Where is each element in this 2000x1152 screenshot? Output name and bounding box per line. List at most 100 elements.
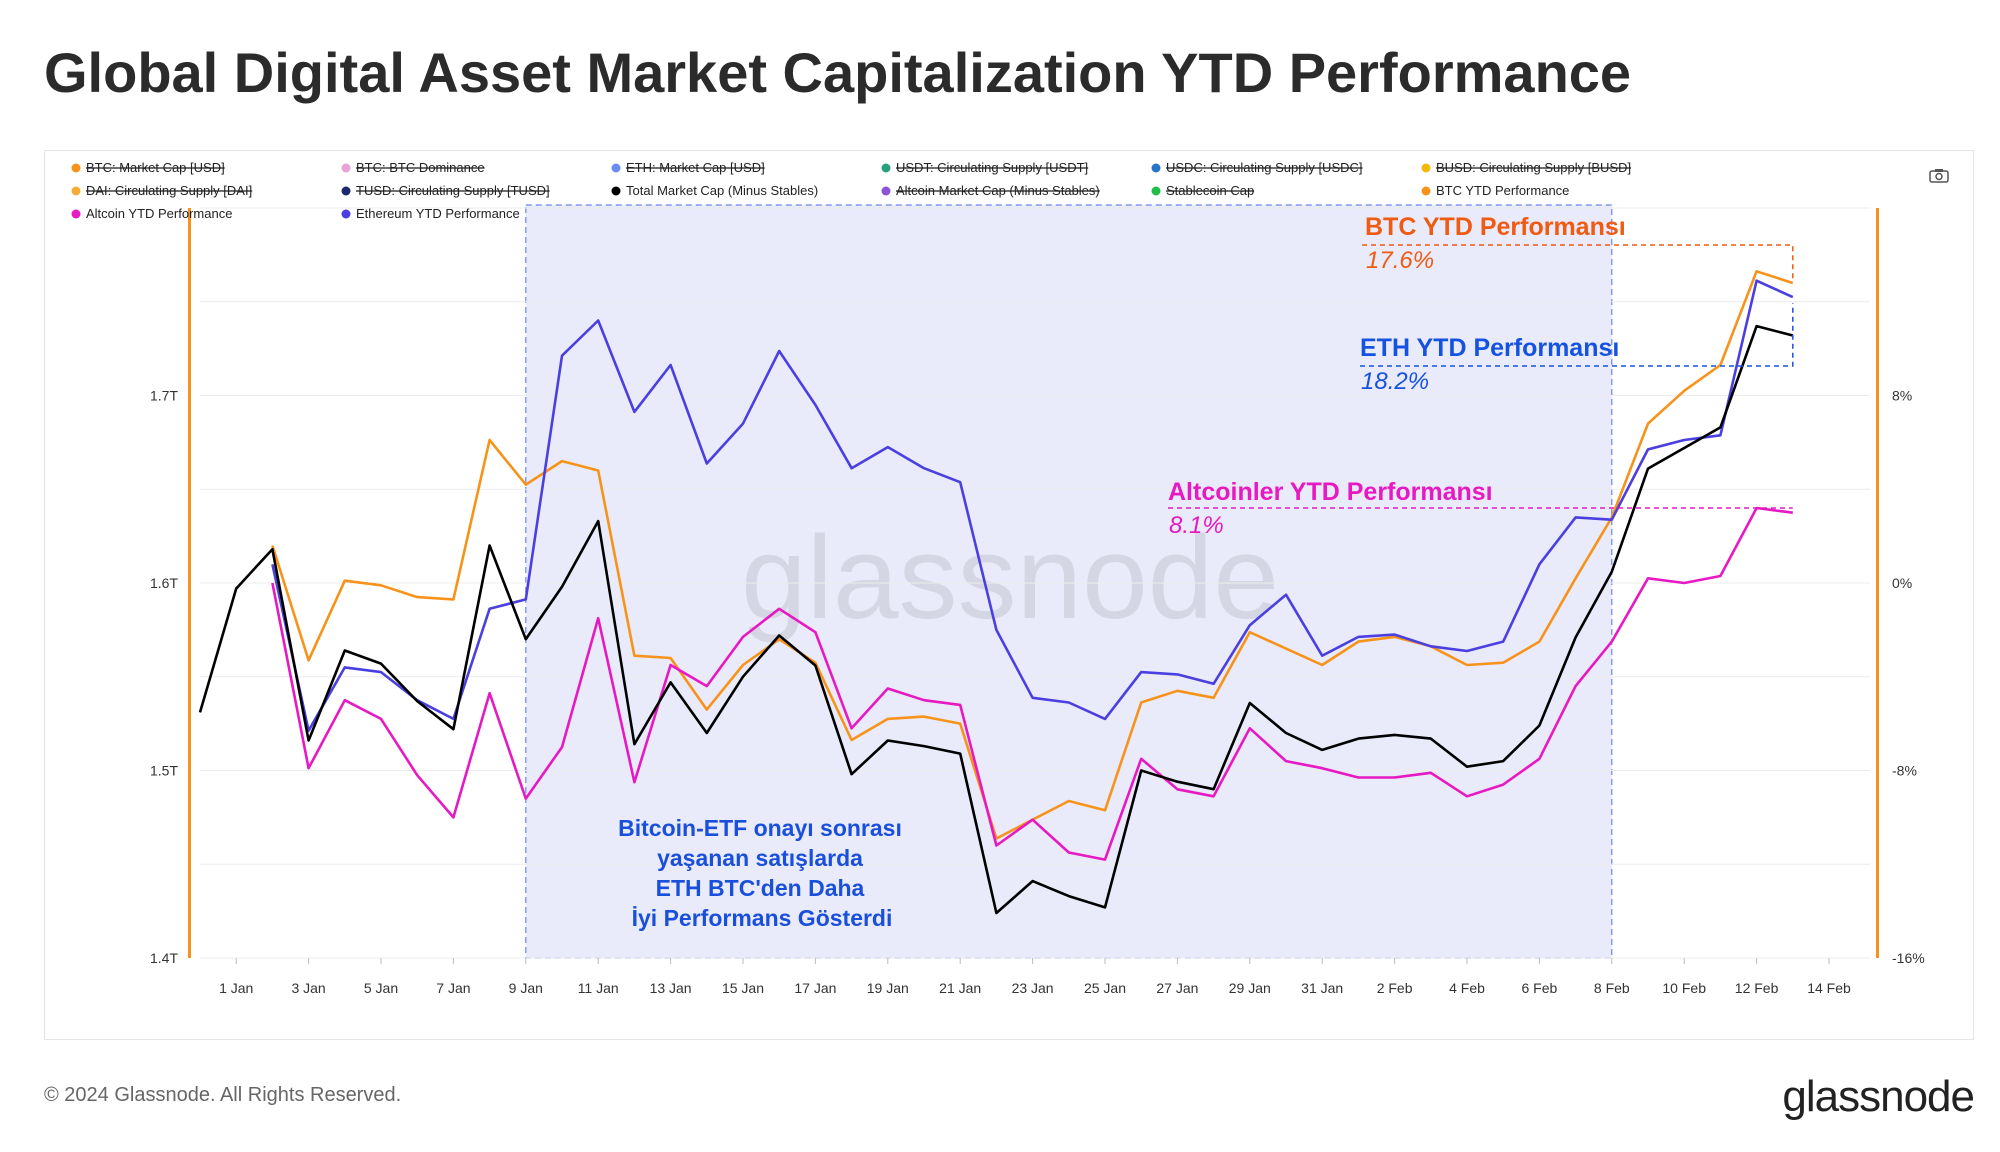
legend-label: ETH: Market Cap [USD] [626, 160, 765, 175]
legend-label: USDC: Circulating Supply [USDC] [1166, 160, 1363, 175]
legend-item[interactable]: Altcoin YTD Performance [71, 206, 233, 221]
x-tick-label: 25 Jan [1084, 980, 1126, 996]
legend-swatch [1421, 163, 1431, 173]
alt-annotation: Altcoinler YTD Performansı 8.1% [1168, 478, 1793, 539]
series-ethereum-ytd-performance [271, 279, 1794, 732]
x-tick-label: 9 Jan [509, 980, 543, 996]
series-lines [198, 270, 1794, 915]
x-tick-label: 1 Jan [219, 980, 253, 996]
btc-annotation-title: BTC YTD Performansı [1365, 213, 1626, 241]
series-altcoin-ytd-performance [271, 506, 1793, 861]
legend-label: Total Market Cap (Minus Stables) [626, 183, 818, 198]
btc-annotation: BTC YTD Performansı 17.6% [1362, 213, 1794, 279]
etf-note-line-1: Bitcoin-ETF onayı sonrası [618, 815, 902, 841]
legend-swatch [1151, 163, 1161, 173]
legend-swatch [881, 163, 891, 173]
legend-swatch [611, 163, 621, 173]
left-tick-label: 1.6T [150, 575, 178, 591]
copyright-footer: © 2024 Glassnode. All Rights Reserved. [44, 1084, 402, 1106]
alt-annotation-title: Altcoinler YTD Performansı [1168, 478, 1493, 506]
legend-swatch [341, 186, 351, 196]
x-tick-label: 8 Feb [1594, 980, 1630, 996]
legend-swatch [71, 186, 81, 196]
btc-annotation-value: 17.6% [1366, 247, 1434, 274]
right-tick-label: -16% [1892, 950, 1925, 966]
x-tick-label: 3 Jan [291, 980, 325, 996]
legend-label: Altcoin YTD Performance [86, 206, 232, 221]
x-tick-label: 2 Feb [1377, 980, 1413, 996]
legend-swatch [1151, 186, 1161, 196]
x-tick-label: 13 Jan [650, 980, 692, 996]
legend-swatch [1421, 186, 1431, 196]
page-title: Global Digital Asset Market Capitalizati… [44, 41, 1632, 104]
legend-label: USDT: Circulating Supply [USDT] [896, 160, 1088, 175]
x-tick-label: 15 Jan [722, 980, 764, 996]
alt-annotation-value: 8.1% [1169, 512, 1224, 539]
legend-item[interactable]: Altcoin Market Cap (Minus Stables) [881, 183, 1100, 198]
left-axis-bar [188, 208, 191, 958]
grid [200, 207, 1870, 959]
legend-item[interactable]: BTC: BTC Dominance [341, 160, 485, 175]
x-tick-label: 27 Jan [1156, 980, 1198, 996]
x-tick-label: 23 Jan [1012, 980, 1054, 996]
legend-item[interactable]: BUSD: Circulating Supply [BUSD] [1421, 160, 1632, 175]
legend-swatch [881, 186, 891, 196]
left-tick-label: 1.4T [150, 950, 178, 966]
legend[interactable]: BTC: Market Cap [USD] BTC: BTC Dominance E… [71, 160, 1632, 221]
legend-swatch [71, 163, 81, 173]
legend-swatch [611, 186, 621, 196]
x-axis: 1 Jan 3 Jan 5 Jan 7 Jan 9 Jan 11 Jan 13 Jan 15 … [219, 958, 1851, 996]
legend-item[interactable]: DAI: Circulating Supply [DAI] [71, 183, 253, 198]
legend-label: DAI: Circulating Supply [DAI] [86, 183, 252, 198]
x-tick-label: 19 Jan [867, 980, 909, 996]
right-tick-label: 0% [1892, 575, 1912, 591]
eth-annotation-value: 18.2% [1361, 368, 1429, 395]
legend-label: BTC YTD Performance [1436, 183, 1569, 198]
x-tick-label: 5 Jan [364, 980, 398, 996]
legend-swatch [341, 209, 351, 219]
watermark: glassnode [741, 512, 1279, 644]
legend-label: BTC: BTC Dominance [356, 160, 485, 175]
x-tick-label: 7 Jan [436, 980, 470, 996]
legend-label: Stablecoin Cap [1166, 183, 1254, 198]
legend-item[interactable]: Total Market Cap (Minus Stables) [611, 183, 819, 198]
legend-label: Altcoin Market Cap (Minus Stables) [896, 183, 1100, 198]
legend-label: TUSD: Circulating Supply [TUSD] [356, 183, 550, 198]
x-tick-label: 14 Feb [1807, 980, 1851, 996]
legend-item[interactable]: BTC YTD Performance [1421, 183, 1570, 198]
camera-icon[interactable] [1929, 168, 1949, 183]
legend-item[interactable]: BTC: Market Cap [USD] [71, 160, 225, 175]
legend-item[interactable]: ETH: Market Cap [USD] [611, 160, 765, 175]
x-tick-label: 12 Feb [1735, 980, 1779, 996]
brand-logo: glassnode [1782, 1072, 1975, 1121]
x-tick-label: 31 Jan [1301, 980, 1343, 996]
left-tick-label: 1.7T [150, 388, 178, 404]
etf-note-line-3: ETH BTC'den Daha [656, 875, 865, 901]
legend-item[interactable]: TUSD: Circulating Supply [TUSD] [341, 183, 550, 198]
right-axis: -16% -8% 0% 8% [1892, 388, 1925, 967]
x-tick-label: 21 Jan [939, 980, 981, 996]
series-total-market-cap-minus-stables [198, 324, 1794, 915]
etf-note-line-4: İyi Performans Gösterdi [632, 905, 893, 931]
right-tick-label: 8% [1892, 388, 1912, 404]
x-tick-label: 6 Feb [1521, 980, 1557, 996]
etf-note-line-2: yaşanan satışlarda [657, 845, 863, 871]
legend-swatch [341, 163, 351, 173]
legend-label: Ethereum YTD Performance [356, 206, 520, 221]
legend-label: BUSD: Circulating Supply [BUSD] [1436, 160, 1631, 175]
x-tick-label: 17 Jan [794, 980, 836, 996]
highlight-range [525, 204, 1613, 959]
left-axis: 1.4T 1.5T 1.6T 1.7T [150, 388, 178, 967]
right-tick-label: -8% [1892, 763, 1917, 779]
x-tick-label: 4 Feb [1449, 980, 1485, 996]
legend-item[interactable]: USDC: Circulating Supply [USDC] [1151, 160, 1363, 175]
etf-note: Bitcoin-ETF onayı sonrası yaşanan satışl… [618, 815, 902, 931]
legend-item[interactable]: USDT: Circulating Supply [USDT] [881, 160, 1089, 175]
legend-swatch [71, 209, 81, 219]
x-tick-label: 10 Feb [1662, 980, 1706, 996]
chart-frame [44, 150, 1974, 1040]
legend-item[interactable]: Ethereum YTD Performance [341, 206, 520, 221]
legend-label: BTC: Market Cap [USD] [86, 160, 225, 175]
legend-item[interactable]: Stablecoin Cap [1151, 183, 1255, 198]
x-tick-label: 11 Jan [578, 980, 619, 996]
